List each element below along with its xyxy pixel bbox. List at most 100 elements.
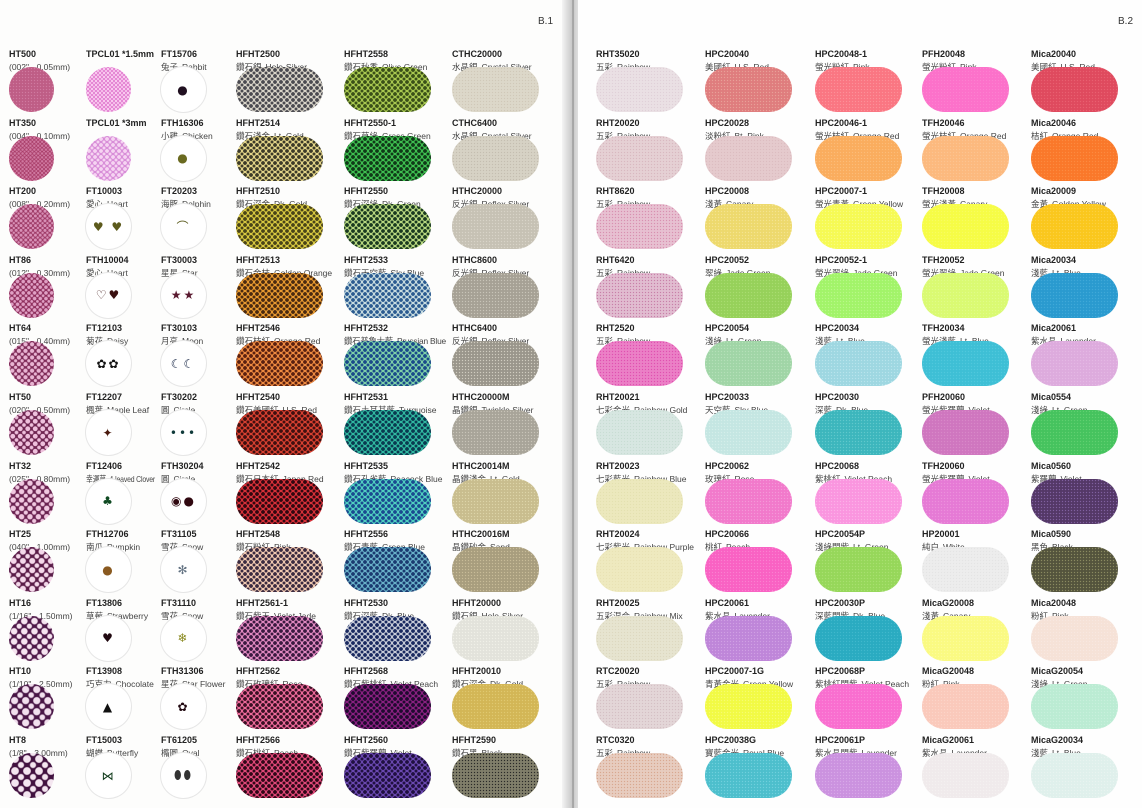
sample-item[interactable]: TFH20060螢光紫羅蘭Violet <box>922 456 1022 524</box>
sample-item[interactable]: HFHT2530鑽石深藍Dk. Blue <box>344 593 444 661</box>
sample-item[interactable]: HFHT2540鑽石美國紅U.S. Red <box>236 387 336 455</box>
sample-item[interactable]: Mica20046桔紅Orange Red <box>1031 113 1131 181</box>
sample-item[interactable]: HFHT2590鑽石黑Black <box>452 730 552 798</box>
sample-item[interactable]: HFHT2562鑽石玫瑰紅Rose <box>236 661 336 730</box>
sample-item[interactable]: Mica20040美國紅U.S. Red <box>1031 44 1131 112</box>
sample-item[interactable]: RTC0320五彩Rainbow <box>596 730 696 798</box>
sample-item[interactable]: HPC20068紫桃紅Violet Peach <box>815 456 915 524</box>
sample-item[interactable]: HPC20033天空藍Sky Blue <box>705 387 805 455</box>
sample-item[interactable]: FT12103 菊花 Daisy ✿✿ <box>86 318 186 387</box>
sample-item[interactable]: HPC20066桃紅Peach <box>705 524 805 593</box>
sample-item[interactable]: HTHC8600反光銀Reflex Silver <box>452 250 552 318</box>
sample-item[interactable]: RHT2520五彩Rainbow <box>596 318 696 387</box>
sample-item[interactable]: FT30202圓Circle••• <box>161 387 261 455</box>
sample-item[interactable]: FT10003 愛心 Heart ♥ ♥ <box>86 181 186 250</box>
sample-item[interactable]: HFHT2513鑽石金桔Golden Orange <box>236 250 336 318</box>
sample-item[interactable]: HT32 (025" - 0.80mm) <box>9 456 109 524</box>
sample-item[interactable]: HPC20030深藍Dk. Blue <box>815 387 915 455</box>
sample-item[interactable]: HFHT2561-1鑽石紫玉Violet Jade <box>236 593 336 661</box>
sample-item[interactable]: CTHC20000水晶銀Crystal Silver <box>452 44 552 112</box>
sample-item[interactable]: PFH20060螢光紫羅蘭Violet <box>922 387 1022 455</box>
sample-item[interactable]: HFHT2532鑽石普魯士藍Prussian Blue <box>344 318 446 387</box>
sample-item[interactable]: HPC20046-1螢光桔紅Orange Red <box>815 113 915 181</box>
sample-item[interactable]: HPC20068P紫桃紅閃紫Violet Peach <box>815 661 915 730</box>
sample-item[interactable]: HPC20030P深藍閃紫Dk. Blue <box>815 593 915 661</box>
sample-item[interactable]: FT13908 巧克力 Chocolate ▲ <box>86 661 186 730</box>
sample-item[interactable]: HT16 (1/16" - 1.50mm) <box>9 593 109 661</box>
sample-item[interactable]: FT20203 海豚 Dolphin ⌒ <box>161 181 261 250</box>
sample-item[interactable]: HTHC6400反光銀Reflex Silver <box>452 318 552 387</box>
sample-item[interactable]: RHT20025五彩混合Rainbow Mix <box>596 593 696 661</box>
sample-item[interactable]: HFHT2556鑽石青藍Green Blue <box>344 524 444 593</box>
sample-item[interactable]: TFH20046螢光桔紅Orange Red <box>922 113 1022 181</box>
sample-item[interactable]: HT200 (008" - 0.20mm) <box>9 181 109 250</box>
sample-item[interactable]: FTH30204圓Circle◉● <box>161 456 261 524</box>
sample-item[interactable]: HTHC20000M晶鑽銀Twinkle Silver <box>452 387 552 455</box>
sample-item[interactable]: FT15706 兔子 Rabbit ● <box>161 44 261 112</box>
sample-item[interactable]: HFHT2542鑽石日本紅Japan Red <box>236 456 336 524</box>
sample-item[interactable]: TFH20052螢光翠綠Jade Green <box>922 250 1022 318</box>
sample-item[interactable]: FTH10004 愛心 Heart ♡♥ <box>86 250 186 318</box>
sample-item[interactable]: FT61205 橢圓 Oval ⬮⬮ <box>161 730 261 798</box>
sample-item[interactable]: Mica20048粉紅Pink <box>1031 593 1131 661</box>
sample-item[interactable]: HFHT2568鑽石紫桃紅Violet Peach <box>344 661 444 730</box>
sample-item[interactable]: PFH20048螢光粉紅Pink <box>922 44 1022 112</box>
sample-item[interactable]: HTHC20014M晶鑽淺金Lt. Gold <box>452 456 552 524</box>
sample-item[interactable]: RHT20021七彩金光Rainbow Gold <box>596 387 696 455</box>
sample-item[interactable]: HPC20034淺藍Lt. Blue <box>815 318 915 387</box>
sample-item[interactable]: FTH31306 星花 Star Flower ✿ <box>161 661 261 730</box>
sample-item[interactable]: HFHT2535鑽石孔雀藍Peacock Blue <box>344 456 444 524</box>
sample-item[interactable]: FT12406 幸運草 4-leaved Clover ♣ <box>86 456 186 524</box>
sample-item[interactable]: RHT20023七彩藍光Rainbow Blue <box>596 456 696 524</box>
sample-item[interactable]: HFHT2548鑽石粉紅Pink <box>236 524 336 593</box>
sample-item[interactable]: HPC20007-1G青黃金光Green Yellow <box>705 661 805 730</box>
sample-item[interactable]: RHT20024七彩紫光Rainbow Purple <box>596 524 696 593</box>
sample-item[interactable]: MicaG20008淺黃Canary <box>922 593 1022 661</box>
sample-item[interactable]: FT15003 蝴蝶 Butterfly ⋈ <box>86 730 186 798</box>
sample-item[interactable]: HFHT2500鑽石銀Holo-Silver <box>236 44 336 112</box>
sample-item[interactable]: MicaG20048粉紅Pink <box>922 661 1022 730</box>
sample-item[interactable]: HFHT20010鑽石深金Dk. Gold <box>452 661 552 730</box>
sample-item[interactable]: RHT8620五彩Rainbow <box>596 181 696 250</box>
sample-item[interactable]: Mica0560紫羅蘭Violet <box>1031 456 1131 524</box>
sample-item[interactable]: HPC20008淺黃Canary <box>705 181 805 250</box>
sample-item[interactable]: RTC20020五彩Rainbow <box>596 661 696 730</box>
sample-item[interactable]: HFHT2514鑽石淺金Lt. Gold <box>236 113 336 181</box>
sample-item[interactable]: FTH16306 小雞 Chicken ● <box>161 113 261 181</box>
sample-item[interactable]: HT86 (012" - 0.30mm) <box>9 250 109 318</box>
sample-item[interactable]: HPC20061P紫水晶閃紫Lavender <box>815 730 915 798</box>
sample-item[interactable]: HPC20038G寶藍金光Royal Blue <box>705 730 805 798</box>
sample-item[interactable]: TPCL01 *3mm <box>86 113 186 181</box>
sample-item[interactable]: MicaG20034淺藍Lt. Blue <box>1031 730 1131 798</box>
sample-item[interactable]: HT350 (004" - 0.10mm) <box>9 113 109 181</box>
sample-item[interactable]: HFHT2510鑽石深金Dk. Gold <box>236 181 336 250</box>
sample-item[interactable]: HFHT2531鑽石土耳其藍Turquoise <box>344 387 444 455</box>
sample-item[interactable]: FTH12706 南瓜 Pumpkin ● <box>86 524 186 593</box>
sample-item[interactable]: TFH20008螢光淺黃Canary <box>922 181 1022 250</box>
sample-item[interactable]: FT30103 月亮 Moon ☾☾ <box>161 318 261 387</box>
sample-item[interactable]: FT13806 草莓 Strawberry ♥ <box>86 593 186 661</box>
sample-item[interactable]: FT31110 雪花 Snow ❄ <box>161 593 261 661</box>
sample-item[interactable]: HTHC20016M晶鑽砂金Sand <box>452 524 552 593</box>
sample-item[interactable]: HPC20052-1螢光翠綠Jade Green <box>815 250 915 318</box>
sample-item[interactable]: CTHC6400水晶銀Crystal Silver <box>452 113 552 181</box>
sample-item[interactable]: RHT20020五彩Rainbow <box>596 113 696 181</box>
sample-item[interactable]: HPC20028淡粉紅Bt. Pink <box>705 113 805 181</box>
sample-item[interactable]: HPC20061紫水晶Lavender <box>705 593 805 661</box>
sample-item[interactable]: HP20001純白White <box>922 524 1022 593</box>
sample-item[interactable]: HPC20054淺綠Lt. Green <box>705 318 805 387</box>
sample-item[interactable]: HTHC20000反光銀Reflex Silver <box>452 181 552 250</box>
sample-item[interactable]: HFHT2558鑽石秋香Olive Green <box>344 44 444 112</box>
sample-item[interactable]: Mica20009金黃Golden Yellow <box>1031 181 1131 250</box>
sample-item[interactable]: TFH20034螢光淺藍Lt. Blue <box>922 318 1022 387</box>
sample-item[interactable]: HFHT2560鑽石紫羅蘭Violet <box>344 730 444 798</box>
sample-item[interactable]: HPC20007-1螢光青黃Green Yellow <box>815 181 915 250</box>
sample-item[interactable]: HFHT2550鑽石深綠Dk. Green <box>344 181 444 250</box>
sample-item[interactable]: HFHT2550-1鑽石草綠Grass Green <box>344 113 444 181</box>
sample-item[interactable]: HT25 (040" - 1.00mm) <box>9 524 109 593</box>
sample-item[interactable]: RHT6420五彩Rainbow <box>596 250 696 318</box>
sample-item[interactable]: Mica20034淺藍Lt. Blue <box>1031 250 1131 318</box>
sample-item[interactable]: HFHT20000鑽石銀Holo-Silver <box>452 593 552 661</box>
sample-item[interactable]: HPC20040美國紅U.S. Red <box>705 44 805 112</box>
sample-item[interactable]: HPC20054P淺綠閃紫Lt. Green <box>815 524 915 593</box>
